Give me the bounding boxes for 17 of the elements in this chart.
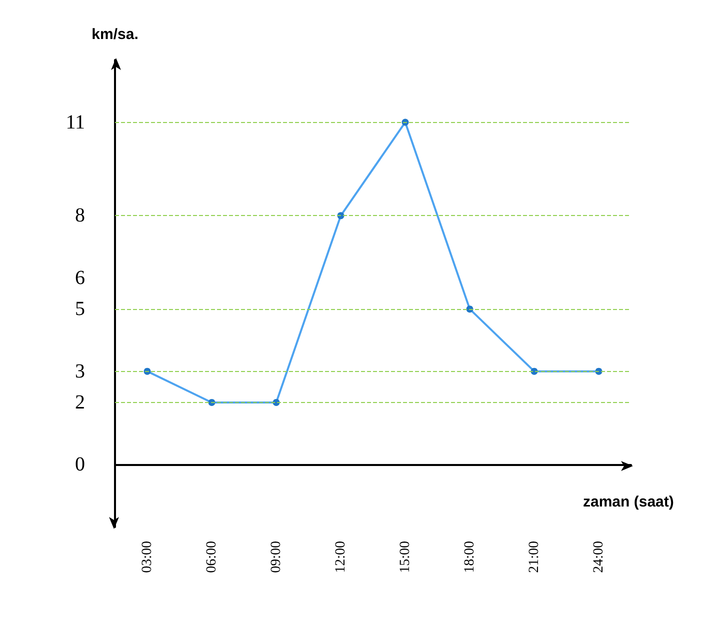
y-tick-label: 8 (75, 204, 85, 227)
x-tick-label: 15:00 (398, 541, 413, 573)
x-tick-label: 21:00 (526, 541, 542, 573)
y-tick-label: 11 (66, 111, 85, 134)
y-tick-label: 0 (75, 454, 85, 476)
x-tick-label: 03:00 (140, 541, 155, 573)
y-tick-label: 3 (75, 360, 85, 382)
x-tick-label: 24:00 (591, 541, 606, 573)
y-axis-title: km/sa. (92, 26, 138, 43)
x-tick-label: 06:00 (204, 541, 220, 573)
x-axis-title: zaman (saat) (583, 494, 674, 511)
y-tick-label: 6 (75, 266, 85, 289)
x-tick-label: 18:00 (462, 541, 478, 573)
x-tick-label: 09:00 (268, 541, 284, 573)
y-tick-label: 5 (75, 298, 85, 320)
x-tick-label: 12:00 (333, 541, 348, 573)
y-tick-label: 2 (75, 391, 85, 414)
